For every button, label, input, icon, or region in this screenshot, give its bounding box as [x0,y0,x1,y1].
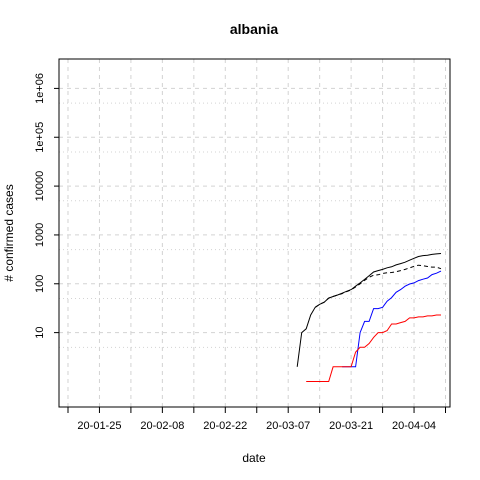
y-axis-label: # confirmed cases [2,184,16,281]
x-tick-label: 20-02-22 [203,420,247,432]
x-axis-label: date [242,451,266,465]
y-tick-label: 10 [34,326,46,338]
y-tick-label: 10000 [34,171,46,202]
grid-lines [59,59,450,407]
y-axis: 10 100 1000 10000 1e+05 1e+06 [34,73,59,339]
y-tick-label: 1000 [34,223,46,247]
plot-frame [58,58,451,408]
chart-title: albania [230,21,278,37]
x-tick-label: 20-03-21 [329,420,373,432]
x-tick-label: 20-02-08 [140,420,184,432]
y-tick-label: 1e+06 [34,73,46,104]
series-line-red [306,314,441,382]
x-tick-label: 20-04-04 [392,420,436,432]
series-line-black-dashed [314,264,442,308]
x-tick-label: 20-01-25 [77,420,121,432]
y-tick-label: 1e+05 [34,122,46,153]
y-tick-label: 100 [34,275,46,293]
series-line-blue [342,270,442,368]
series-line-black [296,253,442,367]
x-axis: 20-01-25 20-02-08 20-02-22 20-03-07 20-03-21… [67,406,447,432]
series-lines [296,253,442,382]
x-tick-label: 20-03-07 [266,420,310,432]
